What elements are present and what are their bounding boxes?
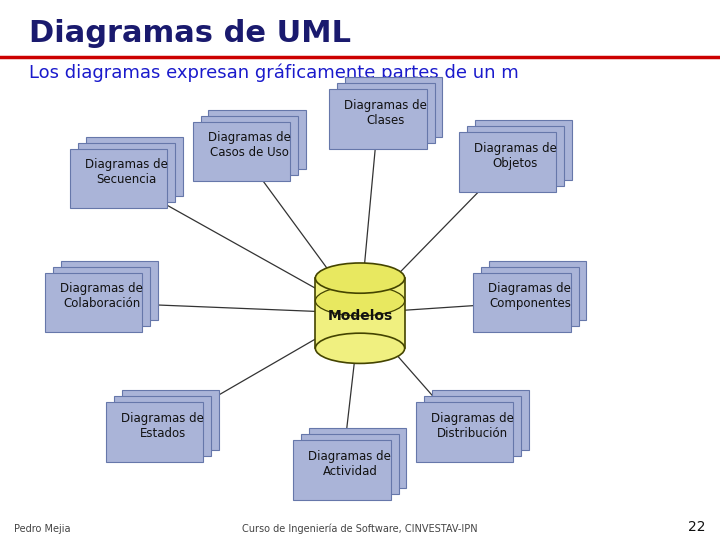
Text: Los diagramas expresan gráficamente partes de un m: Los diagramas expresan gráficamente part… xyxy=(29,64,518,82)
FancyBboxPatch shape xyxy=(78,143,176,202)
FancyBboxPatch shape xyxy=(315,278,405,348)
FancyBboxPatch shape xyxy=(86,137,183,196)
Text: Diagramas de
Distribución: Diagramas de Distribución xyxy=(431,412,514,440)
FancyBboxPatch shape xyxy=(114,396,212,456)
FancyBboxPatch shape xyxy=(337,83,435,143)
FancyBboxPatch shape xyxy=(193,122,289,181)
FancyBboxPatch shape xyxy=(346,77,442,137)
FancyBboxPatch shape xyxy=(301,434,399,494)
Text: 22: 22 xyxy=(688,519,706,534)
Text: Diagramas de
Clases: Diagramas de Clases xyxy=(344,99,428,127)
FancyBboxPatch shape xyxy=(294,440,390,500)
FancyBboxPatch shape xyxy=(60,261,158,320)
FancyBboxPatch shape xyxy=(416,402,513,462)
Text: Diagramas de UML: Diagramas de UML xyxy=(29,19,351,48)
Text: Diagramas de
Actividad: Diagramas de Actividad xyxy=(308,450,392,478)
FancyBboxPatch shape xyxy=(330,89,426,148)
FancyBboxPatch shape xyxy=(310,428,406,488)
Ellipse shape xyxy=(315,263,405,293)
Text: Diagramas de
Componentes: Diagramas de Componentes xyxy=(488,282,572,310)
FancyBboxPatch shape xyxy=(200,116,298,175)
FancyBboxPatch shape xyxy=(474,273,571,332)
FancyBboxPatch shape xyxy=(490,261,587,320)
Text: Diagramas de
Objetos: Diagramas de Objetos xyxy=(474,142,557,170)
FancyBboxPatch shape xyxy=(467,126,564,186)
Text: Diagramas de
Casos de Uso: Diagramas de Casos de Uso xyxy=(207,131,291,159)
FancyBboxPatch shape xyxy=(423,396,521,456)
Text: Diagramas de
Secuencia: Diagramas de Secuencia xyxy=(85,158,168,186)
Ellipse shape xyxy=(315,333,405,363)
FancyBboxPatch shape xyxy=(432,390,528,450)
FancyBboxPatch shape xyxy=(107,402,203,462)
FancyBboxPatch shape xyxy=(475,120,572,180)
FancyBboxPatch shape xyxy=(71,148,167,208)
Text: Diagramas de
Colaboración: Diagramas de Colaboración xyxy=(60,282,143,310)
FancyBboxPatch shape xyxy=(53,267,150,326)
FancyBboxPatch shape xyxy=(481,267,579,326)
FancyBboxPatch shape xyxy=(459,132,556,192)
Text: Curso de Ingeniería de Software, CINVESTAV-IPN: Curso de Ingeniería de Software, CINVEST… xyxy=(242,523,478,534)
FancyBboxPatch shape xyxy=(209,110,306,169)
Text: Modelos: Modelos xyxy=(328,309,392,323)
Ellipse shape xyxy=(315,286,405,316)
FancyBboxPatch shape xyxy=(122,390,220,450)
Text: Pedro Mejia: Pedro Mejia xyxy=(14,523,71,534)
FancyBboxPatch shape xyxy=(45,273,143,332)
Text: Diagramas de
Estados: Diagramas de Estados xyxy=(121,412,204,440)
